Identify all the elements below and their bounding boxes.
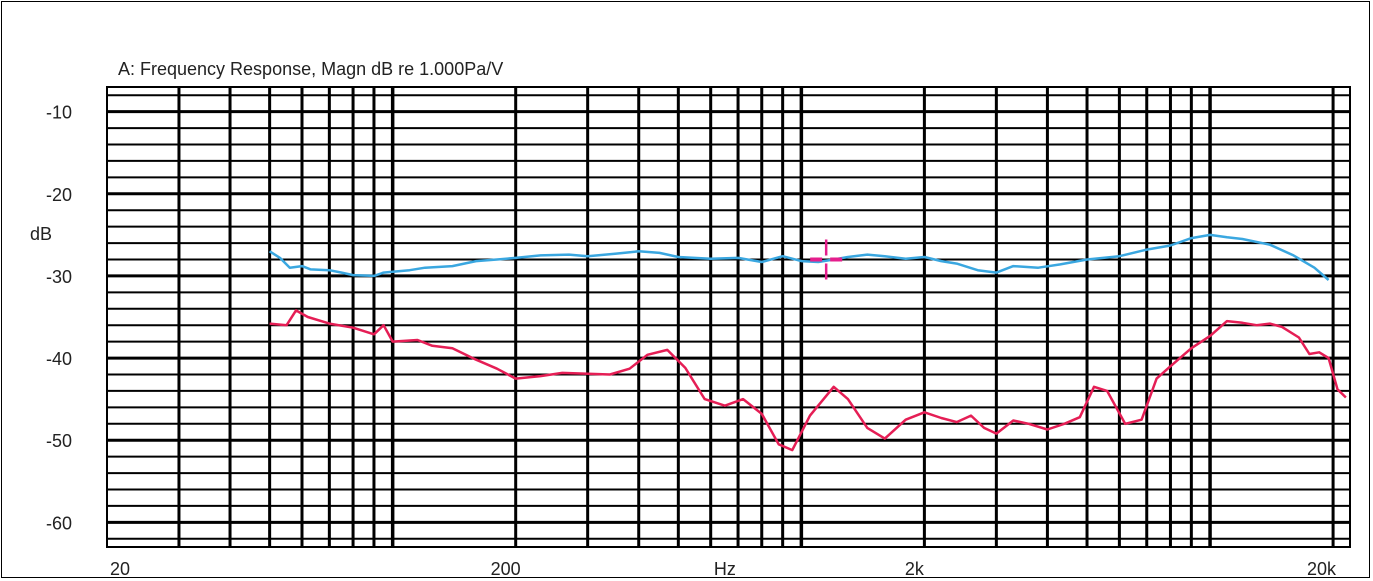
x-tick-label: 200 <box>491 559 521 579</box>
y-tick-label: -40 <box>46 349 72 369</box>
marker-group <box>810 239 843 280</box>
x-axis-unit-label: Hz <box>714 559 736 579</box>
plot-area <box>106 86 1351 548</box>
y-tick-label: -10 <box>46 103 72 123</box>
vertical-gridlines <box>177 87 1335 547</box>
x-tick-labels: 20 200 2k 20k <box>110 559 1337 579</box>
chart-title: A: Frequency Response, Magn dB re 1.000P… <box>118 59 503 79</box>
series-group <box>268 233 1347 452</box>
x-tick-label: 2k <box>905 559 925 579</box>
x-tick-label: 20 <box>110 559 130 579</box>
y-tick-label: -20 <box>46 185 72 205</box>
y-tick-label: -60 <box>46 513 72 533</box>
series-line-2 <box>269 309 1347 452</box>
y-axis-label: dB <box>30 224 52 244</box>
series-line-1 <box>268 233 1330 281</box>
horizontal-gridlines <box>107 94 1350 540</box>
y-tick-labels: -10 -20 -30 -40 -50 -60 <box>46 103 72 534</box>
y-tick-label: -30 <box>46 267 72 287</box>
y-tick-label: -50 <box>46 431 72 451</box>
x-tick-label: 20k <box>1307 559 1337 579</box>
